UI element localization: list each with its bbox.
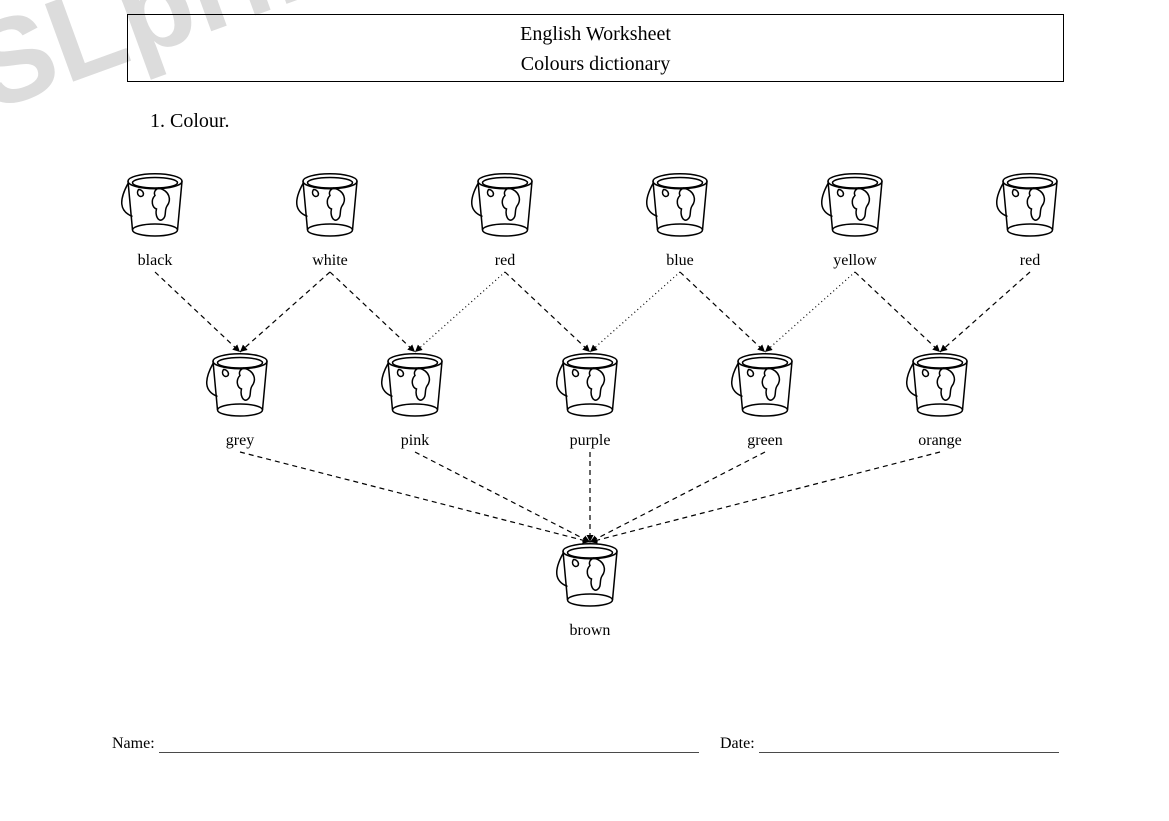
name-input-line[interactable] [159, 739, 699, 753]
bucket-label: green [720, 432, 810, 450]
bucket-label: pink [370, 432, 460, 450]
paint-bucket-icon [895, 350, 985, 425]
paint-bucket-icon [985, 170, 1075, 245]
paint-bucket-icon [810, 170, 900, 245]
name-field: Name: [112, 735, 699, 753]
paint-bucket-icon [285, 170, 375, 245]
bucket-label: white [285, 252, 375, 270]
paint-bucket-icon [545, 540, 635, 615]
bucket-label: red [985, 252, 1075, 270]
bucket-label: orange [895, 432, 985, 450]
bucket-label: blue [635, 252, 725, 270]
worksheet-title: English Worksheet [128, 19, 1063, 49]
paint-bucket-icon [720, 350, 810, 425]
worksheet-subtitle: Colours dictionary [128, 49, 1063, 79]
paint-bucket-icon [545, 350, 635, 425]
bucket-label: grey [195, 432, 285, 450]
paint-bucket-icon [110, 170, 200, 245]
paint-bucket-icon [370, 350, 460, 425]
date-input-line[interactable] [759, 739, 1059, 753]
paint-bucket-icon [635, 170, 725, 245]
name-label: Name: [112, 735, 155, 752]
paint-bucket-icon [195, 350, 285, 425]
bucket-label: brown [545, 622, 635, 640]
bucket-label: purple [545, 432, 635, 450]
instruction-text: 1. Colour. [150, 110, 229, 133]
date-field: Date: [720, 735, 1059, 753]
date-label: Date: [720, 735, 755, 752]
bucket-label: black [110, 252, 200, 270]
paint-bucket-icon [460, 170, 550, 245]
bucket-label: red [460, 252, 550, 270]
worksheet-header-box: English Worksheet Colours dictionary [127, 14, 1064, 82]
bucket-label: yellow [810, 252, 900, 270]
